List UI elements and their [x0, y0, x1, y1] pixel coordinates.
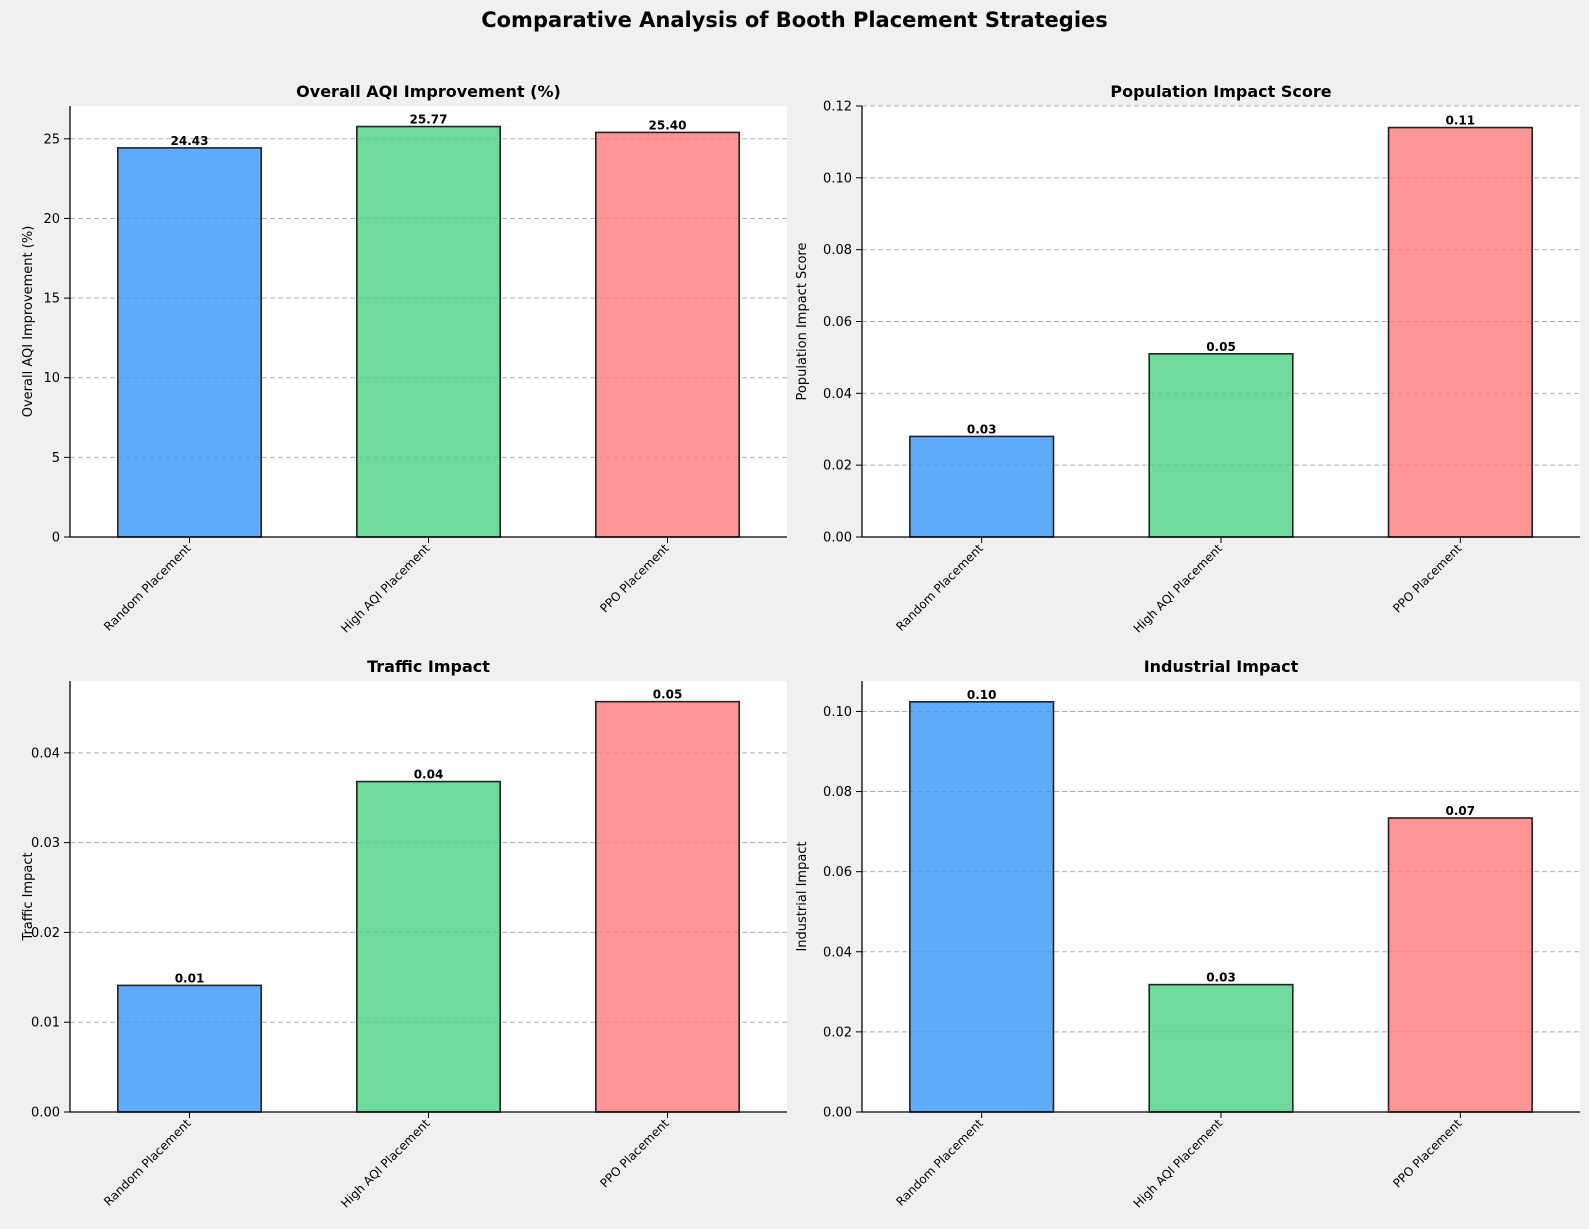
x-tick-label: High AQI Placement [338, 1116, 433, 1211]
y-tick-label: 0.02 [823, 459, 852, 474]
bar-value-label: 0.05 [1206, 340, 1236, 354]
x-tick-label: Random Placement [101, 1116, 194, 1209]
y-tick-label: 10 [43, 371, 60, 386]
bar [1387, 817, 1533, 1113]
bar-value-label: 25.77 [410, 113, 448, 127]
y-tick-label: 0.04 [31, 746, 60, 761]
bar-value-label: 0.03 [1206, 971, 1236, 985]
y-tick-label: 0 [52, 531, 60, 546]
subplot-3: 0.00 0.01 0.02 0.03 0.04 0.01 Random Placement… [21, 657, 787, 1211]
y-tick-label: 20 [43, 212, 60, 227]
x-tick-label: PPO Placement [1390, 1116, 1464, 1190]
bar [1387, 126, 1533, 538]
y-tick-label: 25 [43, 132, 60, 147]
subplot-title: Traffic Impact [367, 657, 490, 676]
y-tick-label: 0.04 [823, 945, 852, 960]
subplot-title: Overall AQI Improvement (%) [296, 82, 561, 101]
y-tick-label: 0.06 [823, 865, 852, 880]
x-tick-label: PPO Placement [597, 1116, 671, 1190]
bar [909, 435, 1055, 538]
x-tick-label: High AQI Placement [1131, 541, 1226, 636]
y-tick-label: 0.01 [31, 1016, 60, 1031]
bar [594, 700, 740, 1113]
y-tick-label: 0.02 [31, 926, 60, 941]
bar-value-label: 25.40 [649, 118, 687, 132]
bar [1148, 983, 1294, 1113]
bar-value-label: 24.43 [171, 134, 209, 148]
y-axis-label: Industrial Impact [795, 841, 810, 951]
x-tick-label: High AQI Placement [1131, 1116, 1226, 1211]
y-tick-label: 0.06 [823, 315, 852, 330]
bar-value-label: 0.05 [653, 688, 683, 702]
x-tick-label: Random Placement [893, 1116, 986, 1209]
bar-value-label: 0.01 [175, 971, 205, 985]
figure-title: Comparative Analysis of Booth Placement … [481, 8, 1108, 32]
y-tick-label: 0.03 [31, 836, 60, 851]
y-tick-label: 0.02 [823, 1025, 852, 1040]
y-tick-label: 0.00 [823, 531, 852, 546]
y-axis-label: Traffic Impact [21, 852, 36, 941]
x-tick-label: PPO Placement [597, 541, 671, 615]
bar-value-label: 0.11 [1446, 114, 1476, 128]
y-tick-label: 0.04 [823, 387, 852, 402]
bar-value-label: 0.03 [967, 422, 997, 436]
subplot-4: 0.00 0.02 0.04 0.06 0.08 0.10 0.10 Random Place… [795, 657, 1580, 1211]
y-tick-label: 0.00 [31, 1106, 60, 1121]
y-tick-label: 5 [52, 451, 60, 466]
subplot-title: Industrial Impact [1144, 657, 1299, 676]
bar [355, 780, 501, 1113]
bar [594, 131, 740, 538]
y-tick-label: 15 [43, 292, 60, 307]
subplot-1: 0 5 10 15 20 25 24.43 Random Placement 25.77 High… [21, 82, 787, 636]
bar-value-label: 0.10 [967, 688, 997, 702]
y-tick-label: 0.08 [823, 243, 852, 258]
bar [355, 125, 501, 538]
bar [117, 147, 262, 538]
y-tick-label: 0.08 [823, 785, 852, 800]
x-tick-label: High AQI Placement [338, 541, 433, 636]
x-tick-label: Random Placement [893, 541, 986, 634]
bar [1148, 353, 1294, 538]
x-tick-label: PPO Placement [1390, 541, 1464, 615]
y-tick-label: 0.00 [823, 1106, 852, 1121]
y-axis-label: Population Impact Score [795, 243, 810, 401]
y-axis-label: Overall AQI Improvement (%) [21, 226, 36, 418]
x-tick-label: Random Placement [101, 541, 194, 634]
bar-value-label: 0.07 [1446, 804, 1476, 818]
subplot-title: Population Impact Score [1110, 82, 1331, 101]
y-tick-label: 0.10 [823, 171, 852, 186]
bar [117, 984, 262, 1113]
y-tick-label: 0.10 [823, 705, 852, 720]
subplot-2: 0.00 0.02 0.04 0.06 0.08 0.10 0.12 0.03 Random P… [795, 82, 1580, 636]
y-tick-label: 0.12 [823, 100, 852, 115]
bar-value-label: 0.04 [414, 768, 444, 782]
bar [909, 701, 1055, 1113]
